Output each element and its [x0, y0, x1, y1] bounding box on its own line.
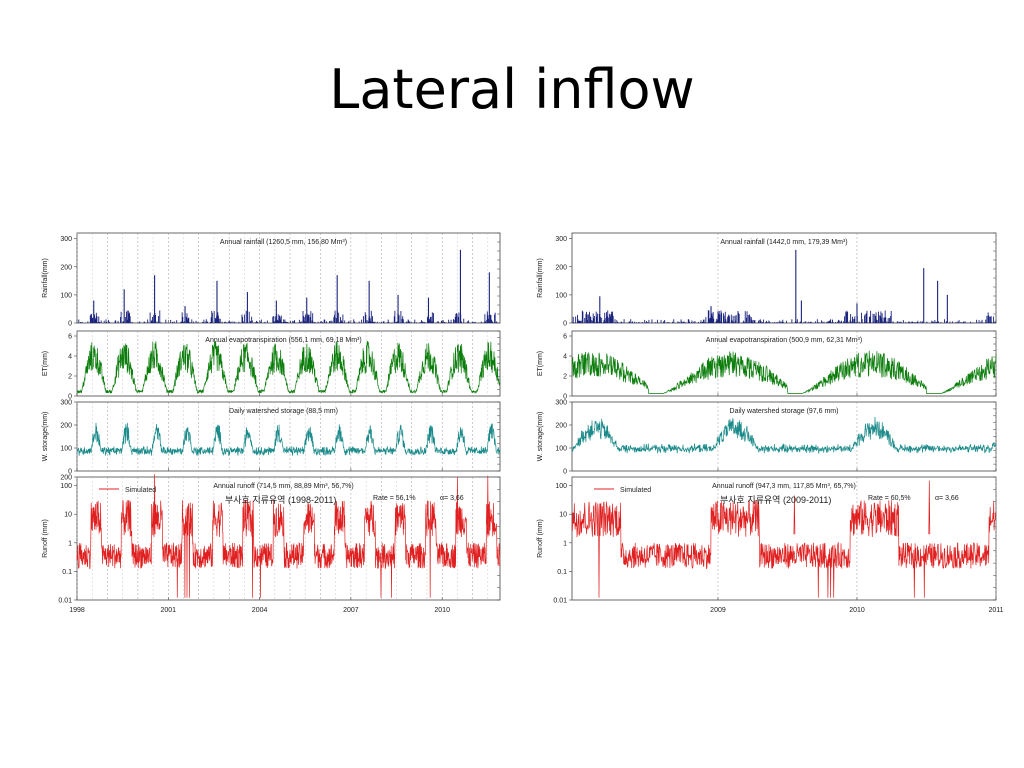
panel-annotation-et: Annual evapotranspiration (500,9 mm, 62,… — [706, 337, 862, 344]
panel-frame-runoff — [571, 476, 997, 601]
y-tick-label-runoff: 10 — [559, 512, 567, 519]
series-runoff — [571, 480, 997, 598]
y-axis-label-rainfall: Rainfall(mm) — [42, 258, 49, 298]
x-tick-label: 2001 — [161, 607, 177, 614]
legend-label-simulated: Simulated — [620, 487, 651, 494]
y-tick-label-runoff: 1 — [68, 540, 72, 547]
x-tick-label: 2010 — [849, 607, 865, 614]
y-tick-label-runoff: 0.01 — [553, 598, 567, 605]
y-tick-label-storage: 300 — [555, 400, 567, 407]
y-tick-label-runoff: 1 — [563, 540, 567, 547]
y-tick-label-rainfall: 0 — [563, 321, 567, 328]
y-axis-label-storage: W. storage(mm) — [537, 412, 544, 462]
y-tick-label-storage: 0 — [563, 469, 567, 476]
y-tick-label-et: 6 — [68, 334, 72, 341]
y-axis-label-storage: W. storage(mm) — [42, 412, 49, 462]
y-tick-label-et: 4 — [68, 354, 72, 361]
y-tick-label-runoff: 0.1 — [557, 569, 567, 576]
panel-frame-rainfall — [571, 232, 997, 324]
panel-annotation-et: Annual evapotranspiration (556,1 mm, 69,… — [205, 337, 361, 344]
y-tick-label-rainfall: 100 — [555, 292, 567, 299]
y-tick-label-runoff: 0.1 — [62, 569, 72, 576]
series-line-runoff — [571, 480, 997, 598]
basin-note: 부사호 지류유역 (1998-2011) — [225, 495, 336, 505]
panel-annotation-runoff: Annual runoff (947,3 mm, 117,85 Mm³, 65,… — [712, 483, 856, 490]
panel-annotation-runoff: Annual runoff (714,5 mm, 88,89 Mm³, 56,7… — [213, 483, 353, 490]
panel-annotation-rainfall: Annual rainfall (1260,5 mm, 156,80 Mm³) — [220, 239, 347, 246]
legend-label-simulated: Simulated — [125, 487, 156, 494]
y-tick-label-runoff: 0.01 — [58, 598, 72, 605]
series-line-et — [76, 340, 501, 395]
series-rainfall — [78, 249, 499, 323]
y-tick-label-et: 0 — [68, 394, 72, 401]
y-axis-label-runoff: Runoff (mm) — [42, 519, 49, 558]
panel-frame-rainfall — [76, 232, 501, 324]
y-axis-label-runoff: Runoff (mm) — [537, 519, 544, 558]
series-line-et — [571, 350, 997, 394]
y-tick-label-rainfall: 300 — [555, 236, 567, 243]
y-tick-label-rainfall: 100 — [60, 292, 72, 299]
y-tick-label-runoff: 100 — [555, 483, 567, 490]
y-axis-label-et: ET(mm) — [42, 351, 49, 376]
y-axis-label-et: ET(mm) — [537, 351, 544, 376]
series-et — [76, 340, 501, 395]
y-tick-label-rainfall: 200 — [60, 264, 72, 271]
x-tick-label: 2004 — [252, 607, 268, 614]
panel-annotation-storage: Daily watershed storage (88,5 mm) — [229, 408, 338, 415]
x-tick-label: 1998 — [69, 607, 85, 614]
series-line-storage — [76, 422, 501, 457]
y-tick-label-et: 6 — [563, 334, 567, 341]
y-tick-label-et: 2 — [68, 374, 72, 381]
series-rainfall — [572, 249, 996, 323]
x-tick-label: 2007 — [343, 607, 359, 614]
y-tick-label-runoff: 10 — [64, 512, 72, 519]
y-tick-label-rainfall: 0 — [68, 321, 72, 328]
series-runoff — [76, 474, 501, 598]
y-axis-label-rainfall: Rainfall(mm) — [537, 258, 544, 298]
alpha-label: α= 3,66 — [440, 495, 464, 502]
x-tick-label: 2010 — [434, 607, 450, 614]
panel-frame-runoff — [76, 476, 501, 601]
y-tick-label-runoff: 200 — [60, 475, 72, 482]
series-line-runoff — [76, 474, 501, 598]
y-tick-label-storage: 100 — [555, 446, 567, 453]
y-tick-label-runoff: 100 — [60, 483, 72, 490]
series-line-storage — [571, 416, 997, 454]
panel-annotation-rainfall: Annual rainfall (1442,0 mm, 179,39 Mm³) — [720, 239, 847, 246]
rate-label: Rate = 60,5% — [868, 495, 911, 502]
y-tick-label-et: 0 — [563, 394, 567, 401]
y-tick-label-storage: 200 — [60, 423, 72, 430]
series-storage — [76, 422, 501, 457]
series-storage — [571, 416, 997, 454]
alpha-label: α= 3,66 — [935, 495, 959, 502]
y-tick-label-rainfall: 200 — [555, 264, 567, 271]
basin-note: 부사호 지류유역 (2009-2011) — [720, 495, 831, 505]
y-tick-label-storage: 0 — [68, 469, 72, 476]
y-tick-label-storage: 100 — [60, 446, 72, 453]
slide-title: Lateral inflow — [329, 58, 695, 121]
y-tick-label-storage: 300 — [60, 400, 72, 407]
x-tick-label: 2011 — [988, 607, 1003, 614]
y-tick-label-storage: 200 — [555, 423, 567, 430]
y-tick-label-rainfall: 300 — [60, 236, 72, 243]
x-tick-label: 2009 — [710, 607, 726, 614]
y-tick-label-et: 4 — [563, 354, 567, 361]
y-tick-label-et: 2 — [563, 374, 567, 381]
panel-annotation-storage: Daily watershed storage (97,6 mm) — [730, 408, 839, 415]
rate-label: Rate = 56,1% — [373, 495, 416, 502]
series-et — [571, 350, 997, 394]
